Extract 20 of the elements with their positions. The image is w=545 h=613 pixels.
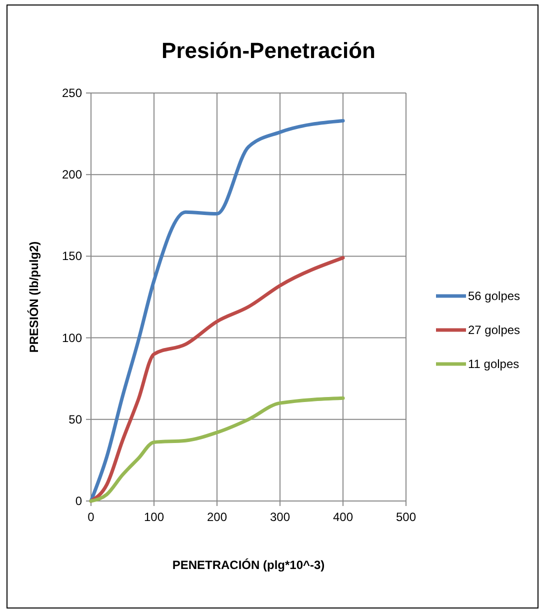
y-tick-label: 0 bbox=[75, 494, 82, 508]
x-tick-label: 200 bbox=[206, 510, 228, 524]
line-series bbox=[89, 256, 345, 503]
x-tick-label: 100 bbox=[144, 510, 164, 524]
x-tick-label: 300 bbox=[270, 510, 290, 524]
y-tick-label: 150 bbox=[62, 249, 82, 264]
x-axis-title: PENETRACIÓN (plg*10^-3) bbox=[172, 558, 325, 572]
y-axis-title: PRESIÓN (lb/pulg2) bbox=[27, 241, 41, 353]
line-series bbox=[89, 396, 345, 503]
x-tick-label: 400 bbox=[332, 510, 354, 524]
legend-label: 56 golpes bbox=[468, 289, 520, 303]
x-tick-label: 500 bbox=[396, 510, 416, 524]
chart-title: Presión-Penetración bbox=[162, 38, 376, 63]
y-tick-label: 250 bbox=[62, 86, 82, 100]
legend-label: 27 golpes bbox=[468, 323, 520, 337]
y-tick-label: 100 bbox=[62, 330, 82, 345]
y-tick-label: 200 bbox=[62, 168, 82, 182]
x-tick-label: 0 bbox=[88, 510, 95, 524]
legend-label: 11 golpes bbox=[468, 357, 520, 371]
y-tick-label: 50 bbox=[68, 412, 82, 426]
